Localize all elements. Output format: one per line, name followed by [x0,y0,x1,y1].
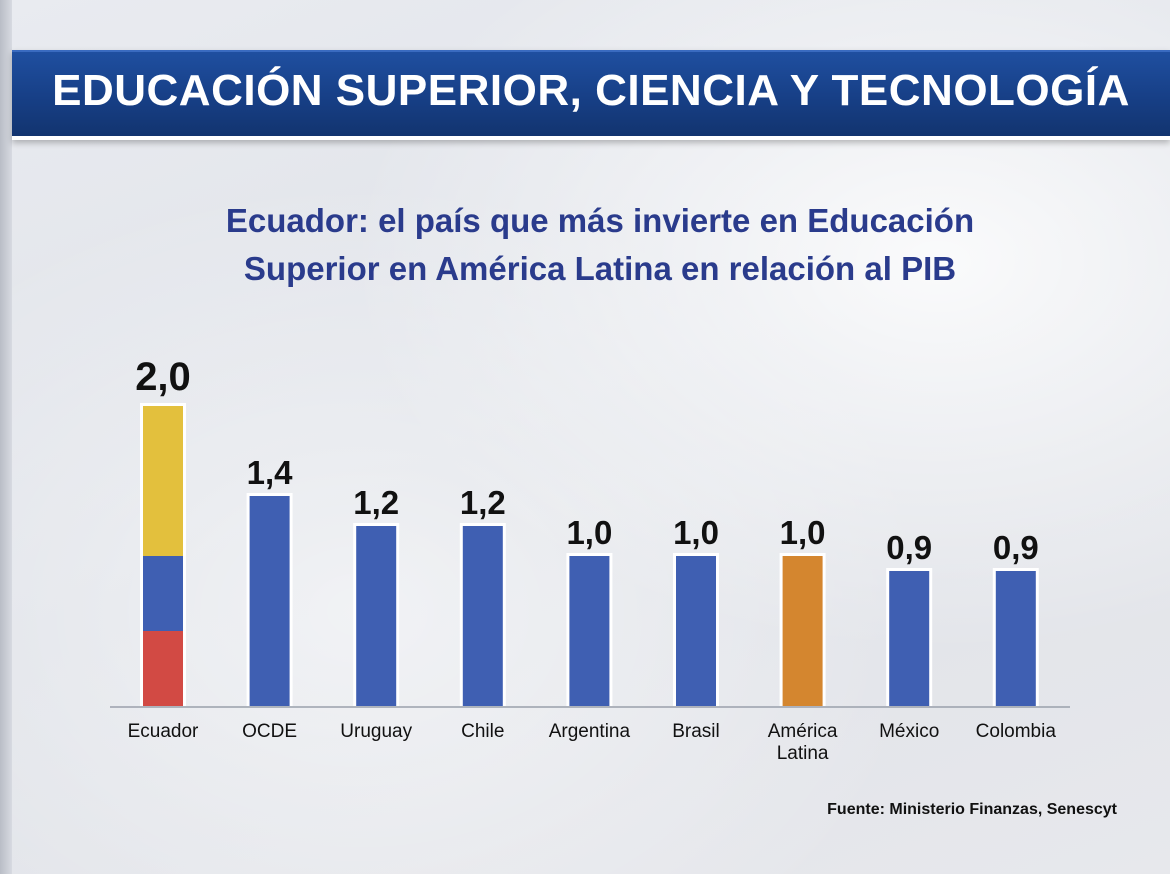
bar-uruguay: 1,2 Uruguay [340,484,412,742]
bar-fill [782,556,823,706]
bar-méxico: 0,9 México [879,529,939,742]
bar-chile: 1,2 Chile [459,484,506,742]
category-label: Argentina [549,721,631,742]
value-label: 1,2 [353,484,399,521]
value-label: 0,9 [993,529,1039,566]
value-label: 2,0 [135,355,191,399]
category-label: OCDE [242,721,297,742]
category-label: Latina [777,743,829,764]
chart-subtitle-line-2: Superior en América Latina en relación a… [243,250,957,287]
value-label: 1,4 [247,454,294,491]
value-label: 1,0 [780,514,826,551]
bar-flag-stripe [143,556,183,631]
bar-fill [889,571,930,706]
source-note: Fuente: Ministerio Finanzas, Senescyt [827,801,1117,818]
bar-fill [356,526,397,706]
bar-ocde: 1,4 OCDE [242,454,297,742]
category-label: Chile [461,721,504,742]
value-label: 1,2 [460,484,506,521]
left-edge-strip [0,0,12,874]
bar-ecuador: 2,0 Ecuador [128,355,199,742]
category-label: Brasil [672,721,720,742]
value-label: 1,0 [673,514,719,551]
bar-fill [676,556,716,706]
bar-argentina: 1,0 Argentina [549,514,631,742]
bar-brasil: 1,0 Brasil [672,514,720,742]
category-label: Uruguay [340,721,412,742]
page-title: EDUCACIÓN SUPERIOR, CIENCIA Y TECNOLOGÍA [52,66,1130,115]
category-label: Ecuador [128,721,199,742]
category-label: América [768,721,838,742]
bar-flag-stripe [143,406,183,556]
category-label: México [879,721,939,742]
bar-fill [995,571,1036,706]
background-panel [12,0,1170,874]
value-label: 0,9 [886,529,932,566]
bar-fill [569,556,610,706]
bar-fill [249,496,290,706]
chart-subtitle-line-1: Ecuador: el país que más invierte en Edu… [225,202,975,239]
category-label: Colombia [976,721,1057,742]
bar-colombia: 0,9 Colombia [976,529,1057,742]
title-banner: EDUCACIÓN SUPERIOR, CIENCIA Y TECNOLOGÍA [12,50,1170,140]
bar-flag-stripe [143,631,183,706]
value-label: 1,0 [566,514,612,551]
bar-fill [462,526,503,706]
